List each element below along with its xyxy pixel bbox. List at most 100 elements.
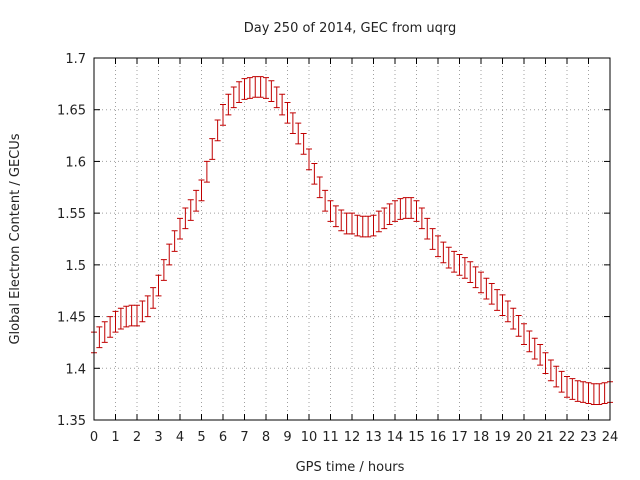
data-point-errorbar	[478, 271, 484, 294]
x-tick-label: 21	[537, 430, 554, 445]
x-tick-label: 13	[365, 430, 382, 445]
x-tick-label: 23	[580, 430, 597, 445]
data-point-errorbar	[564, 376, 570, 398]
x-tick-label: 19	[494, 430, 511, 445]
data-point-errorbar	[166, 243, 173, 266]
data-point-errorbar	[440, 241, 447, 264]
data-point-errorbar	[537, 343, 544, 366]
data-point-errorbar	[349, 212, 355, 235]
y-tick-label: 1.5	[65, 259, 86, 274]
gec-series	[91, 76, 613, 405]
data-point-errorbar	[451, 250, 458, 273]
data-point-errorbar	[370, 214, 377, 237]
data-point-errorbar	[392, 200, 398, 222]
data-point-errorbar	[241, 78, 248, 100]
x-tick-label: 11	[322, 430, 339, 445]
data-point-errorbar	[171, 230, 178, 252]
data-point-errorbar	[155, 274, 162, 297]
y-tick-label: 1.6	[65, 155, 86, 170]
data-point-errorbar	[488, 282, 495, 305]
data-point-errorbar	[472, 266, 479, 289]
x-tick-label: 15	[408, 430, 425, 445]
data-point-errorbar	[306, 148, 312, 171]
x-tick-label: 10	[301, 430, 318, 445]
x-tick-label: 16	[430, 430, 447, 445]
data-point-errorbar	[214, 119, 221, 142]
tick-labels: 0 1 2 3 4 5 6 7 8 9 10 11 12 13 14 15 16 17 18 19 20 21 22 23 24…	[57, 52, 618, 445]
data-point-errorbar	[160, 259, 167, 281]
x-tick-label: 0	[90, 430, 98, 445]
y-tick-label: 1.35	[57, 414, 86, 429]
data-point-errorbar	[327, 200, 334, 222]
data-point-errorbar	[494, 289, 501, 311]
data-point-errorbar	[246, 77, 253, 99]
data-point-errorbar	[209, 138, 216, 160]
y-tick-label: 1.65	[57, 104, 86, 119]
x-tick-label: 22	[559, 430, 576, 445]
data-point-errorbar	[504, 300, 511, 323]
data-point-errorbar	[413, 200, 420, 222]
data-point-errorbar	[397, 198, 404, 220]
data-point-errorbar	[263, 77, 269, 99]
data-point-errorbar	[456, 254, 463, 276]
x-tick-label: 14	[387, 430, 404, 445]
data-point-errorbar	[117, 307, 124, 330]
data-point-errorbar	[375, 210, 382, 233]
x-tick-label: 9	[283, 430, 291, 445]
data-point-errorbar	[279, 93, 286, 116]
data-point-errorbar	[193, 189, 200, 212]
axis-ticks	[93, 57, 611, 421]
data-point-errorbar	[284, 101, 291, 124]
data-point-errorbar	[596, 383, 603, 405]
data-point-errorbar	[150, 287, 157, 309]
x-tick-label: 8	[262, 430, 270, 445]
data-point-errorbar	[112, 310, 119, 333]
data-point-errorbar	[386, 203, 393, 226]
data-point-errorbar	[182, 207, 189, 230]
y-axis-label: Global Electron Content / GECUs	[8, 133, 23, 344]
data-point-errorbar	[220, 104, 226, 126]
data-point-errorbar	[252, 76, 259, 98]
data-point-errorbar	[123, 305, 130, 328]
x-tick-label: 4	[176, 430, 184, 445]
x-tick-label: 5	[197, 430, 205, 445]
data-point-errorbar	[268, 80, 275, 102]
data-point-errorbar	[585, 382, 592, 404]
data-point-errorbar	[510, 307, 517, 330]
data-point-errorbar	[187, 199, 194, 221]
y-tick-label: 1.55	[57, 207, 86, 222]
data-point-errorbar	[553, 365, 560, 388]
data-point-errorbar	[332, 205, 339, 228]
data-point-errorbar	[311, 162, 318, 185]
data-point-errorbar	[461, 257, 468, 279]
data-point-errorbar	[203, 160, 210, 183]
data-point-errorbar	[547, 359, 554, 382]
data-point-errorbar	[418, 207, 425, 230]
data-point-errorbar	[467, 261, 474, 283]
data-point-errorbar	[198, 179, 205, 202]
x-tick-label: 6	[219, 430, 227, 445]
data-point-errorbar	[499, 294, 506, 317]
data-point-errorbar	[96, 326, 103, 349]
data-point-errorbar	[558, 370, 565, 393]
data-point-errorbar	[402, 197, 409, 219]
data-point-errorbar	[177, 217, 183, 240]
x-tick-label: 1	[111, 430, 119, 445]
data-point-errorbar	[144, 295, 151, 318]
data-point-errorbar	[230, 86, 237, 109]
y-tick-label: 1.7	[65, 52, 86, 67]
data-point-errorbar	[343, 212, 350, 235]
data-point-errorbar	[300, 133, 307, 155]
data-point-errorbar	[128, 304, 135, 327]
data-point-errorbar	[381, 207, 388, 230]
plot-frame	[93, 57, 611, 421]
x-tick-label: 20	[516, 430, 533, 445]
y-tick-label: 1.4	[65, 362, 86, 377]
x-tick-label: 17	[451, 430, 468, 445]
data-point-errorbar	[359, 215, 366, 238]
data-point-errorbar	[225, 93, 232, 116]
data-point-errorbar	[236, 81, 243, 103]
data-point-errorbar	[316, 176, 323, 199]
data-point-errorbar	[273, 86, 280, 109]
